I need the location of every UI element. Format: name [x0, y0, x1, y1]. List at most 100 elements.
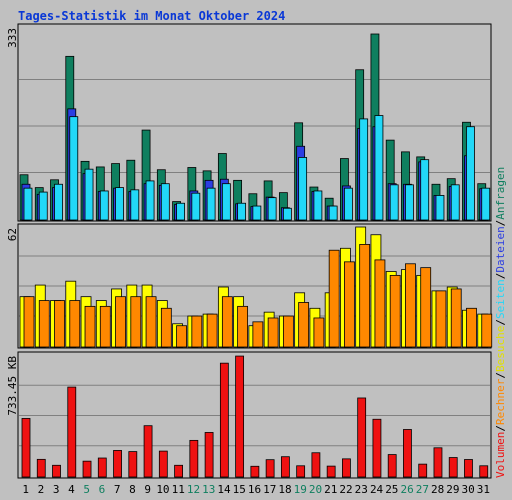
x-tick-label: 9	[144, 483, 151, 496]
bar-volumen-day-30	[464, 459, 473, 478]
x-tick-label: 31	[477, 483, 490, 496]
bar-volumen-day-12	[189, 439, 199, 478]
x-tick-label: 7	[114, 483, 121, 496]
legend-dateien: Dateien	[494, 226, 507, 272]
legend-anfragen: Anfragen	[494, 167, 507, 220]
bar-volumen-day-26	[403, 429, 412, 478]
panel-scale-label-volumen: 733.45 KB	[6, 356, 19, 416]
legend-separator: /	[494, 220, 507, 227]
x-tick-label: 23	[355, 483, 368, 496]
bar-seiten-day-8	[130, 189, 140, 221]
chart-title: Tages-Statistik im Monat Oktober 2024	[18, 9, 285, 23]
bar-seiten-day-19	[298, 157, 308, 221]
bar-seiten-day-26	[405, 184, 414, 221]
bar-rechner-day-13	[206, 313, 218, 348]
bar-seiten-day-29	[450, 184, 460, 221]
x-tick-label: 6	[99, 483, 106, 496]
bar-volumen-day-8	[128, 451, 138, 478]
bar-seiten-day-4	[69, 116, 79, 221]
bar-rechner-day-2	[38, 300, 50, 348]
grid-layer	[17, 23, 492, 479]
legend-separator: /	[494, 425, 507, 432]
bar-seiten-day-13	[206, 187, 216, 221]
bar-volumen-day-11	[174, 464, 183, 478]
bar-volumen-day-3	[52, 464, 61, 478]
legend-separator: /	[494, 319, 507, 326]
bar-rechner-day-15	[237, 305, 249, 348]
bar-rechner-day-11	[176, 325, 187, 348]
bar-volumen-day-2	[36, 458, 46, 478]
legend-volumen: Volumen	[494, 432, 507, 478]
bar-volumen-day-28	[433, 447, 443, 478]
bar-volumen-day-15	[235, 355, 245, 478]
bar-seiten-day-30	[466, 126, 475, 221]
bar-rechner-day-7	[115, 296, 126, 348]
bar-volumen-day-10	[158, 450, 168, 478]
bar-rechner-day-9	[145, 296, 157, 348]
bar-volumen-day-9	[143, 425, 153, 478]
bar-seiten-day-28	[435, 195, 445, 221]
legend-seiten: Seiten	[494, 279, 507, 319]
bar-rechner-day-23	[359, 244, 371, 348]
bar-rechner-day-24	[374, 259, 386, 348]
bar-rechner-day-27	[420, 267, 432, 348]
x-tick-label: 21	[324, 483, 337, 496]
bar-volumen-day-16	[250, 465, 260, 478]
x-tick-label: 5	[83, 483, 90, 496]
legend-besuche: Besuche	[494, 326, 507, 372]
bar-rechner-day-31	[481, 313, 493, 348]
bar-rechner-day-30	[466, 307, 477, 348]
x-tick-label: 11	[172, 483, 185, 496]
x-tick-label: 4	[68, 483, 75, 496]
x-tick-label: 10	[156, 483, 169, 496]
bar-seiten-day-9	[145, 180, 155, 221]
bar-seiten-day-1	[23, 187, 33, 221]
legend-separator: /	[494, 273, 507, 280]
bar-volumen-day-5	[82, 460, 92, 478]
bar-seiten-day-15	[237, 202, 247, 221]
bar-rechner-day-25	[389, 274, 401, 348]
bar-volumen-day-6	[97, 457, 107, 478]
bar-rechner-day-5	[84, 305, 96, 348]
bar-seiten-day-31	[481, 187, 491, 221]
bar-rechner-day-12	[191, 315, 203, 348]
x-tick-label: 22	[339, 483, 352, 496]
x-tick-label: 12	[187, 483, 200, 496]
bar-seiten-day-23	[359, 118, 369, 221]
x-tick-label: 17	[263, 483, 276, 496]
bar-seiten-day-14	[221, 183, 231, 221]
x-tick-label: 18	[278, 483, 291, 496]
bar-volumen-day-27	[418, 463, 428, 478]
bar-rechner-day-8	[130, 296, 142, 348]
x-tick-label: 1	[22, 483, 29, 496]
bar-volumen-day-24	[372, 418, 382, 478]
legend-rechner: Rechner	[494, 378, 507, 425]
bar-rechner-day-28	[435, 290, 447, 348]
bar-volumen-day-19	[296, 465, 306, 478]
x-tick-label: 16	[248, 483, 261, 496]
bar-volumen-day-20	[311, 452, 321, 478]
bar-seiten-day-25	[389, 184, 399, 221]
bar-rechner-day-10	[160, 307, 172, 348]
bar-rechner-day-22	[344, 261, 355, 348]
bar-seiten-day-10	[160, 183, 170, 221]
bar-volumen-day-23	[357, 397, 367, 478]
x-tick-label: 20	[309, 483, 322, 496]
x-tick-label: 19	[294, 483, 307, 496]
bar-seiten-day-17	[267, 197, 277, 221]
x-tick-label: 3	[53, 483, 60, 496]
legend-separator: /	[494, 372, 507, 379]
bar-seiten-day-11	[176, 202, 185, 221]
right-legend: Volumen/Rechner/Besuche/Seiten/Dateien/A…	[494, 167, 507, 478]
bar-layer	[19, 33, 493, 478]
bar-volumen-day-21	[326, 465, 336, 478]
bar-rechner-day-19	[298, 302, 310, 348]
bar-volumen-day-31	[479, 465, 489, 478]
bar-volumen-day-25	[387, 454, 397, 478]
bar-rechner-day-17	[267, 317, 279, 348]
bar-volumen-day-22	[342, 458, 351, 478]
bar-volumen-day-4	[67, 386, 77, 478]
x-tick-label: 24	[370, 483, 384, 496]
